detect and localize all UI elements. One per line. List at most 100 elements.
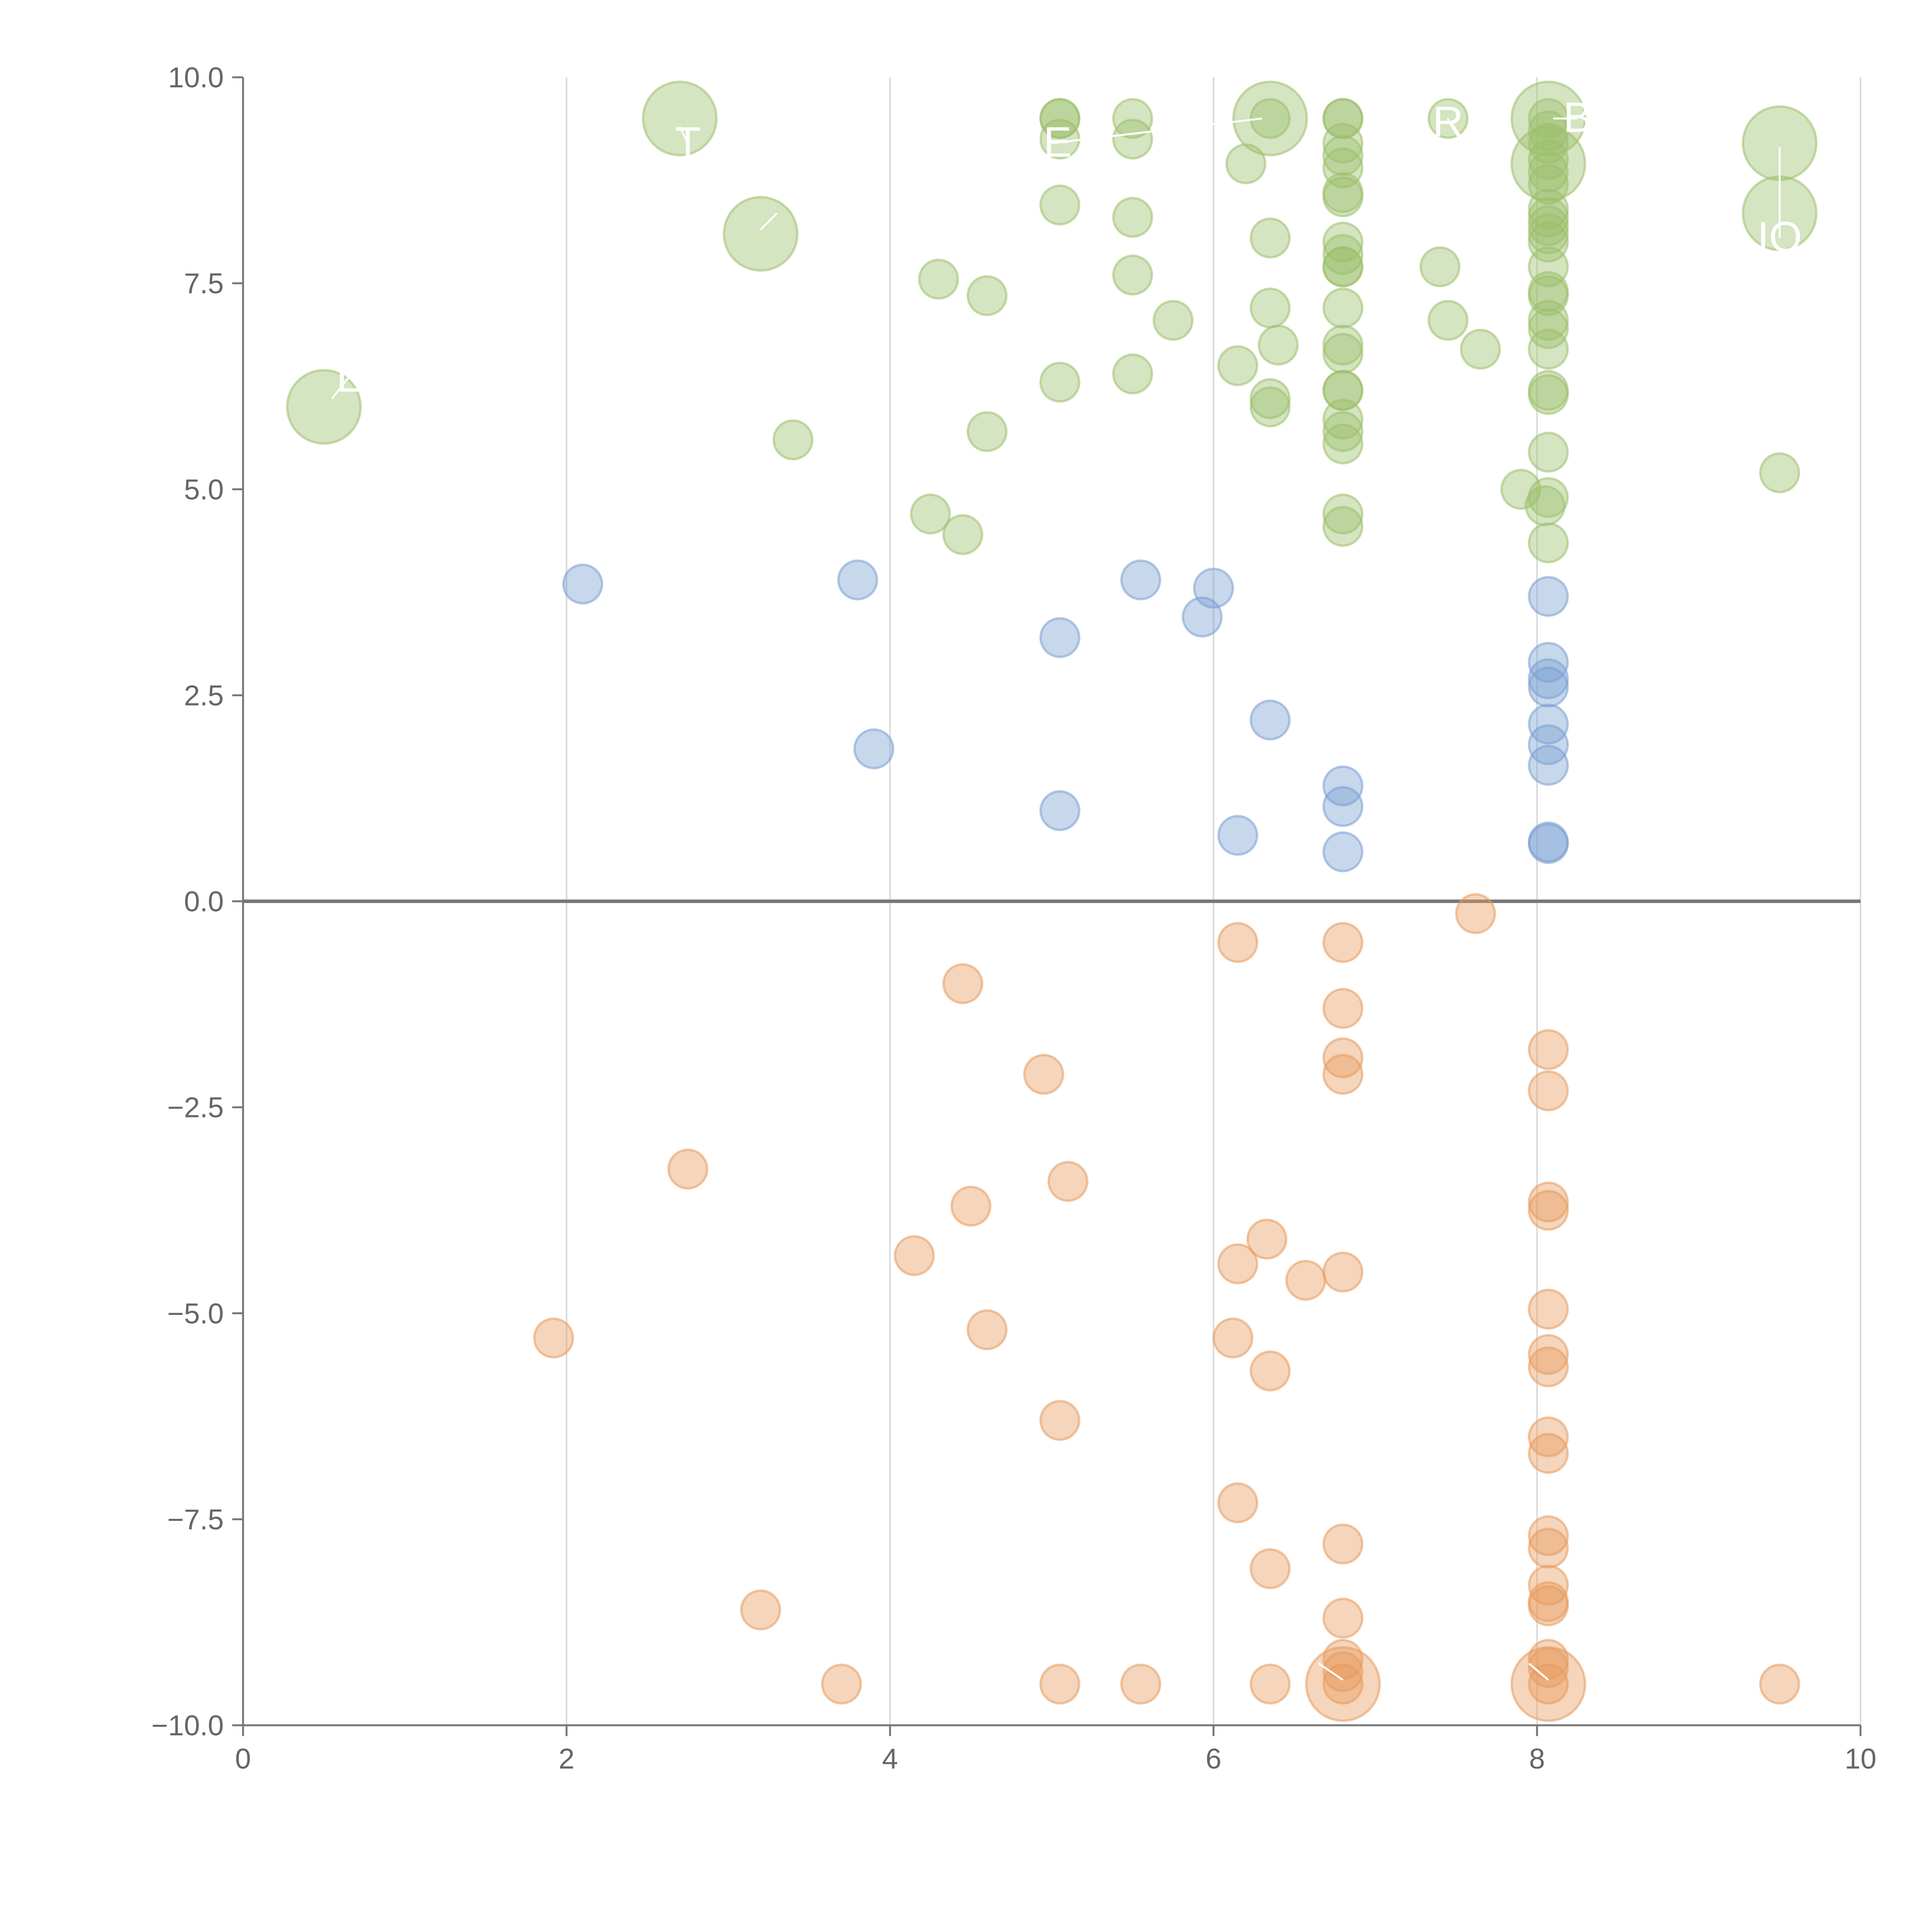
data-point-high	[1217, 345, 1259, 386]
data-point-mid	[1120, 559, 1162, 600]
data-point-high	[1039, 362, 1080, 403]
annotation-leader	[331, 377, 349, 400]
data-point-low	[1528, 1663, 1569, 1705]
data-point-high	[1500, 469, 1541, 510]
data-point-high	[1528, 308, 1569, 349]
data-point-high	[1322, 122, 1364, 164]
data-point-high	[642, 80, 718, 156]
x-tick-label: 8	[1529, 1743, 1545, 1775]
data-point-low	[1305, 1646, 1381, 1722]
data-point-high	[1528, 122, 1569, 164]
data-point-mid	[1528, 704, 1569, 745]
data-point-low	[1528, 1433, 1569, 1474]
data-point-high	[1322, 221, 1364, 263]
y-tick-label: 2.5	[184, 679, 224, 711]
data-point-low	[1217, 1482, 1259, 1524]
data-point-low	[1528, 1416, 1569, 1458]
data-point-high	[1528, 275, 1569, 316]
data-point-low	[1039, 1663, 1080, 1705]
data-point-high	[1250, 98, 1291, 139]
data-point-low	[1528, 1029, 1569, 1070]
data-point-high	[966, 411, 1008, 452]
data-point-high	[1322, 135, 1364, 176]
data-point-high	[1528, 164, 1569, 205]
data-point-mid	[562, 563, 604, 605]
data-point-high	[1322, 333, 1364, 374]
data-point-high	[1528, 151, 1569, 193]
annotation-label: T	[675, 119, 701, 166]
data-point-high	[723, 196, 799, 272]
data-point-low	[1250, 1548, 1291, 1589]
data-point-low	[1023, 1054, 1065, 1095]
data-point-low	[950, 1185, 992, 1227]
data-point-high	[1322, 493, 1364, 535]
data-point-high	[1112, 98, 1153, 139]
data-point-mid	[1322, 831, 1364, 872]
y-tick-label: −10.0	[151, 1709, 224, 1742]
x-tick-label: 6	[1206, 1743, 1221, 1775]
data-point-high	[1322, 98, 1364, 139]
data-point-low	[1528, 1565, 1569, 1606]
annotation-leader	[760, 213, 778, 231]
axes: 0 2 4 6 8 10 10.0 7.5 5.0 2.5 0.0 −2.5 −5.0 −7.5 −10.0	[151, 61, 1876, 1775]
data-point-high	[1460, 328, 1501, 370]
data-point-low	[1217, 1243, 1259, 1284]
data-point-low	[1528, 1515, 1569, 1556]
data-point-high	[1039, 98, 1080, 139]
data-point-high	[1232, 80, 1308, 156]
data-point-high	[966, 275, 1008, 316]
data-point-low	[1285, 1260, 1327, 1301]
data-point-mid	[1039, 617, 1080, 658]
y-tick-label: 10.0	[168, 61, 224, 94]
data-point-low	[1322, 1037, 1364, 1078]
data-point-high	[1322, 398, 1364, 440]
data-point-low	[1528, 1289, 1569, 1330]
data-point-mid	[1528, 667, 1569, 708]
data-point-low	[1047, 1161, 1088, 1202]
data-point-mid	[1250, 699, 1291, 741]
y-tick-label: −7.5	[167, 1503, 224, 1536]
data-points	[286, 80, 1818, 1722]
data-point-low	[1528, 1190, 1569, 1231]
data-point-low	[1322, 1054, 1364, 1095]
data-point-high	[1528, 522, 1569, 563]
data-point-low	[1528, 1585, 1569, 1626]
data-point-mid	[1322, 786, 1364, 827]
x-tick-label: 0	[235, 1743, 251, 1775]
data-point-mid	[1322, 765, 1364, 806]
data-point-high	[1112, 118, 1153, 160]
y-tick-label: 0.0	[184, 886, 224, 918]
y-tick-label: −2.5	[167, 1092, 224, 1124]
annotation-label: L	[336, 353, 360, 401]
data-point-high	[1322, 506, 1364, 547]
data-point-high	[1528, 374, 1569, 415]
data-point-high	[1528, 139, 1569, 180]
x-tick-label: 4	[882, 1743, 898, 1775]
data-point-low	[1510, 1646, 1587, 1722]
data-point-low	[1528, 1527, 1569, 1569]
data-point-high	[1419, 246, 1461, 287]
annotations: L T IE R B IO	[331, 94, 1802, 1681]
data-point-high	[1112, 353, 1153, 395]
data-point-high	[1250, 217, 1291, 259]
data-point-high	[286, 369, 362, 445]
annotation-label: IE	[1032, 119, 1072, 166]
data-point-high	[1112, 197, 1153, 238]
annotation-label: R	[1433, 98, 1463, 145]
x-tick-label: 2	[559, 1743, 575, 1775]
data-point-high	[1258, 325, 1299, 366]
data-point-high	[1112, 254, 1153, 296]
y-tick-label: −5.0	[167, 1298, 224, 1330]
data-point-mid	[1528, 745, 1569, 786]
data-point-low	[1322, 1597, 1364, 1639]
data-point-low	[1322, 922, 1364, 963]
data-point-high	[1322, 287, 1364, 329]
data-point-high	[1528, 246, 1569, 287]
data-point-mid	[1528, 724, 1569, 765]
data-point-low	[1759, 1663, 1800, 1705]
data-point-high	[1528, 110, 1569, 151]
data-point-low	[821, 1663, 862, 1705]
data-point-high	[1322, 176, 1364, 218]
data-point-high	[1250, 386, 1291, 427]
